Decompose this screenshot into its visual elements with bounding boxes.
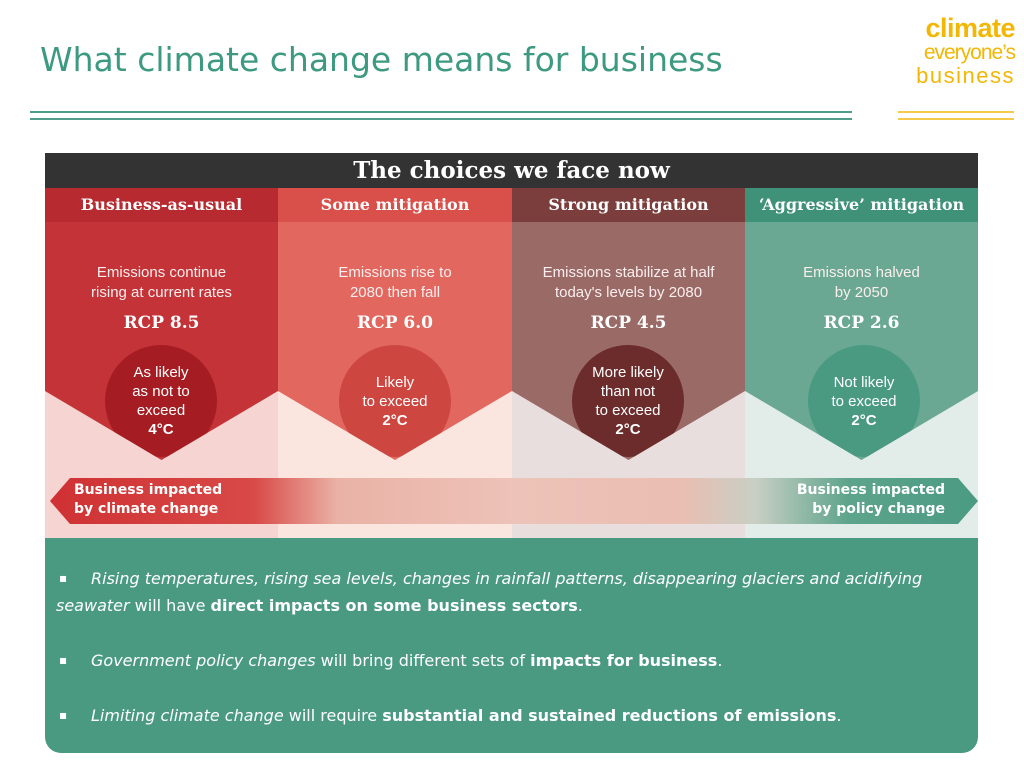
bullet-panel: ▪ Rising temperatures, rising sea levels,…: [45, 538, 978, 753]
description-line: by 2050: [834, 284, 889, 301]
logo-line-1: climate: [925, 13, 1015, 43]
circle-line: Likely: [375, 373, 415, 391]
bullet-text: will have: [129, 596, 211, 615]
bullet-marker: ▪: [59, 571, 68, 585]
temperature-threshold: 4°C: [148, 421, 174, 438]
arrow-label-line: Business impacted: [74, 482, 223, 498]
description-line: rising at current rates: [91, 284, 232, 301]
title-rule: [30, 118, 852, 120]
bullet-marker: ▪: [59, 708, 68, 722]
bullet-item: ▪ Government policy changes will bring di…: [56, 647, 971, 674]
scenario-aggressive-mitigation: ‘Aggressive’ mitigation Emissions halved…: [745, 188, 978, 460]
slide-title: What climate change means for business: [40, 40, 723, 79]
scenario-body: Emissions continue rising at current rat…: [45, 222, 278, 460]
scenario-body: Emissions stabilize at half today's leve…: [512, 222, 745, 460]
logo: climate everyone’s business: [897, 13, 1016, 88]
bullet-text: will bring different sets of: [315, 651, 531, 670]
infographic-heading: The choices we face now: [45, 153, 978, 188]
logo-line-3: business: [916, 63, 1015, 88]
bullet-end: .: [577, 596, 583, 615]
logo-line-2: everyone’s: [923, 41, 1016, 64]
title-rule: [30, 111, 852, 113]
description-line: 2080 then fall: [349, 284, 441, 301]
rcp-label: RCP 8.5: [123, 313, 200, 333]
scenario-description: Emissions halved by 2050: [745, 263, 978, 303]
rcp-label: RCP 4.5: [590, 313, 667, 333]
circle-line: exceed: [136, 402, 186, 419]
description-line: Emissions stabilize at half: [542, 264, 715, 281]
likelihood-circle: More likely than not to exceed 2°C: [572, 345, 684, 457]
circle-line: to exceed: [595, 402, 661, 419]
circle-line: than not: [600, 383, 656, 400]
circle-line: to exceed: [362, 392, 428, 410]
arrow-label-climate-change: Business impacted by climate change: [74, 481, 222, 519]
scenario-header: ‘Aggressive’ mitigation: [745, 188, 978, 222]
bullet-item: ▪ Limiting climate change will require su…: [56, 702, 971, 729]
description-line: today's levels by 2080: [554, 284, 703, 301]
scenario-body: Emissions rise to 2080 then fall RCP 6.0…: [278, 222, 512, 460]
scenario-header: Business-as-usual: [45, 188, 278, 222]
scenario-description: Emissions rise to 2080 then fall: [278, 263, 512, 303]
bullet-bold: substantial and sustained reductions of …: [382, 706, 837, 725]
temperature-threshold: 2°C: [382, 411, 408, 429]
bullet-italic: Government policy changes: [91, 651, 316, 670]
bullet-end: .: [717, 651, 723, 670]
scenario-header: Some mitigation: [278, 188, 512, 222]
arrow-label-line: by policy change: [812, 501, 945, 517]
rcp-label: RCP 2.6: [823, 313, 900, 333]
arrow-label-line: by climate change: [74, 501, 219, 517]
scenario-body: Emissions halved by 2050 RCP 2.6 Not lik…: [745, 222, 978, 460]
logo-rule: [898, 111, 1014, 113]
circle-line: to exceed: [831, 392, 897, 410]
scenario-some-mitigation: Some mitigation Emissions rise to 2080 t…: [278, 188, 512, 460]
bullet-italic: Limiting climate change: [91, 706, 284, 725]
circle-line: as not to: [132, 383, 190, 400]
temperature-threshold: 2°C: [615, 421, 641, 438]
bullet-item: ▪ Rising temperatures, rising sea levels,…: [56, 565, 971, 619]
circle-line: More likely: [592, 364, 664, 381]
arrow-label-policy-change: Business impacted by policy change: [797, 481, 945, 519]
scenario-strong-mitigation: Strong mitigation Emissions stabilize at…: [512, 188, 745, 460]
bullet-bold: direct impacts on some business sectors: [210, 596, 578, 615]
scenario-description: Emissions continue rising at current rat…: [45, 263, 278, 303]
rcp-label: RCP 6.0: [357, 313, 433, 333]
scenario-header: Strong mitigation: [512, 188, 745, 222]
scenario-description: Emissions stabilize at half today's leve…: [512, 263, 745, 303]
bullet-text: will require: [283, 706, 383, 725]
likelihood-circle: Likely to exceed 2°C: [339, 345, 451, 457]
circle-line: As likely: [133, 364, 189, 381]
description-line: Emissions rise to: [338, 264, 452, 281]
description-line: Emissions halved: [803, 264, 920, 281]
logo-rule: [898, 118, 1014, 120]
bullet-bold: impacts for business: [530, 651, 718, 670]
bullet-end: .: [836, 706, 842, 725]
temperature-threshold: 2°C: [851, 411, 877, 429]
bullet-marker: ▪: [59, 653, 68, 667]
choices-infographic: The choices we face now Business-as-usua…: [45, 153, 978, 753]
circle-line: Not likely: [833, 373, 895, 391]
likelihood-circle: As likely as not to exceed 4°C: [105, 345, 217, 457]
likelihood-circle: Not likely to exceed 2°C: [808, 345, 920, 457]
bullet-italic: Rising temperatures, rising sea levels, …: [56, 569, 923, 615]
description-line: Emissions continue: [96, 264, 227, 281]
arrow-label-line: Business impacted: [796, 482, 945, 498]
impact-spectrum-arrow: [50, 478, 978, 524]
scenario-business-as-usual: Business-as-usual Emissions continue ris…: [45, 188, 278, 460]
